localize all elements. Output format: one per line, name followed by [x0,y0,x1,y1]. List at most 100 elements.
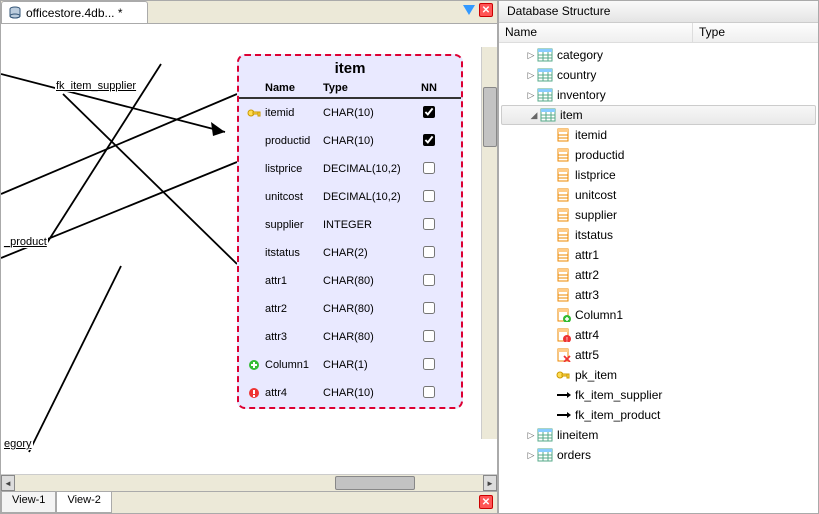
tree-toggle-icon[interactable]: ▷ [525,90,537,101]
tree-row[interactable]: attr2CHAR(80) [499,265,818,285]
row-type: CHAR(80) [323,303,411,315]
tree-toggle-icon[interactable]: ▷ [525,430,537,441]
edge-label-fk-supplier[interactable]: fk_item_supplier [55,80,137,92]
filter-icon[interactable] [463,5,475,15]
nn-checkbox[interactable] [423,274,435,286]
tree-toggle-icon[interactable]: ◢ [528,110,540,121]
tree-row[interactable]: listpriceDECIMAL(10,2) [499,165,818,185]
tree-row[interactable]: fk_item_product [499,405,818,425]
tree-toggle-icon[interactable]: ▷ [525,70,537,81]
colerr-icon: ! [555,328,571,342]
entity-column-row[interactable]: listpriceDECIMAL(10,2) [239,155,461,183]
tree-row[interactable]: ▷inventory [499,85,818,105]
entity-column-row[interactable]: attr2CHAR(80) [239,295,461,323]
row-name: attr2 [263,303,323,315]
edge-label-category[interactable]: egory [3,438,33,450]
coldel-icon [555,348,571,362]
nn-checkbox[interactable] [423,162,435,174]
hscroll-right-button[interactable]: ► [483,475,497,491]
nn-checkbox[interactable] [423,330,435,342]
entity-column-row[interactable]: itstatusCHAR(2) [239,239,461,267]
svg-text:!: ! [566,337,568,342]
horizontal-scroll-thumb[interactable] [335,476,415,490]
table-icon [537,428,553,442]
tree-label: attr5 [575,348,599,362]
entity-column-row[interactable]: attr4CHAR(10) [239,379,461,407]
entity-column-row[interactable]: itemidCHAR(10) [239,99,461,127]
close-tab-button[interactable]: ✕ [479,3,493,17]
row-nn [411,190,447,205]
row-name: itstatus [263,247,323,259]
row-name: supplier [263,219,323,231]
table-icon [537,88,553,102]
tree-row[interactable]: attr1CHAR(80) [499,245,818,265]
entity-column-row[interactable]: attr1CHAR(80) [239,267,461,295]
nn-checkbox[interactable] [423,106,435,118]
tree-label: pk_item [575,368,617,382]
edge-label-product[interactable]: _product [3,236,48,248]
tree-row[interactable]: ▷ category [499,45,818,65]
tree-row[interactable]: pk_item [499,365,818,385]
tree-header-type[interactable]: Type [693,23,818,42]
nn-checkbox[interactable] [423,358,435,370]
view-tab[interactable]: View-1 [1,492,56,513]
tree-row[interactable]: unitcostDECIMAL(10,2) [499,185,818,205]
tree-row[interactable]: productidCHAR(10) [499,145,818,165]
row-name: attr1 [263,275,323,287]
editor-tab[interactable]: officestore.4db... * [1,1,148,23]
tree-toggle-icon[interactable]: ▷ [525,50,537,61]
entity-title: item [239,56,461,79]
entity-column-row[interactable]: Column1CHAR(1) [239,351,461,379]
tree-label: item [560,108,583,122]
row-name: unitcost [263,191,323,203]
tree-row[interactable]: attr3CHAR(80) [499,285,818,305]
entity-column-row[interactable]: productidCHAR(10) [239,127,461,155]
tree-row[interactable]: ◢ item [501,105,816,125]
tree-row[interactable]: itstatusCHAR(2) [499,225,818,245]
nn-checkbox[interactable] [423,134,435,146]
tree-row[interactable]: ▷ lineitem [499,425,818,445]
nn-checkbox[interactable] [423,190,435,202]
row-type: CHAR(1) [323,359,411,371]
entity-column-headers: Name Type NN [239,79,461,99]
tree-row[interactable]: attr5CHAR(80) [499,345,818,365]
row-nn [411,106,447,121]
entity-column-row[interactable]: supplierINTEGER [239,211,461,239]
tree-row[interactable]: itemidCHAR(10) [499,125,818,145]
entity-item[interactable]: item Name Type NN itemidCHAR(10)producti… [237,54,463,409]
row-name: itemid [263,107,323,119]
entity-column-row[interactable]: unitcostDECIMAL(10,2) [239,183,461,211]
tree-label: supplier [575,208,617,222]
tree-label: unitcost [575,188,616,202]
nn-checkbox[interactable] [423,302,435,314]
table-icon [537,448,553,462]
tree-row[interactable]: fk_item_supplier [499,385,818,405]
tree-label: lineitem [557,428,598,442]
tree-label: country [557,68,596,82]
tree-row[interactable]: supplierINTEGER [499,205,818,225]
horizontal-scrollbar[interactable]: ◄ ► [1,474,497,491]
tree-header: Name Type [499,23,818,43]
tree-row[interactable]: !attr4CHAR(10) [499,325,818,345]
tree-label: listprice [575,168,616,182]
view-tab[interactable]: View-2 [56,492,111,513]
tree-label: category [557,48,603,62]
tree-body[interactable]: ▷ category ▷ country ▷inventory ◢ item itemidCH… [499,43,818,513]
nn-checkbox[interactable] [423,218,435,230]
close-view-button[interactable]: ✕ [479,495,493,509]
row-type: CHAR(80) [323,331,411,343]
diagram-pane: officestore.4db... * ✕ fk_item_supplier … [0,0,498,514]
tree-row[interactable]: ▷ country [499,65,818,85]
hscroll-left-button[interactable]: ◄ [1,475,15,491]
er-diagram-canvas[interactable]: fk_item_supplier _product egory item Nam… [1,24,497,474]
tree-header-name[interactable]: Name [499,23,693,42]
tree-toggle-icon[interactable]: ▷ [525,450,537,461]
tree-row[interactable]: Column1CHAR(1) [499,305,818,325]
entity-column-row[interactable]: attr3CHAR(80) [239,323,461,351]
column-icon [555,268,571,282]
row-nn [411,218,447,233]
nn-checkbox[interactable] [423,246,435,258]
row-nn [411,274,447,289]
tree-row[interactable]: ▷orders [499,445,818,465]
nn-checkbox[interactable] [423,386,435,398]
